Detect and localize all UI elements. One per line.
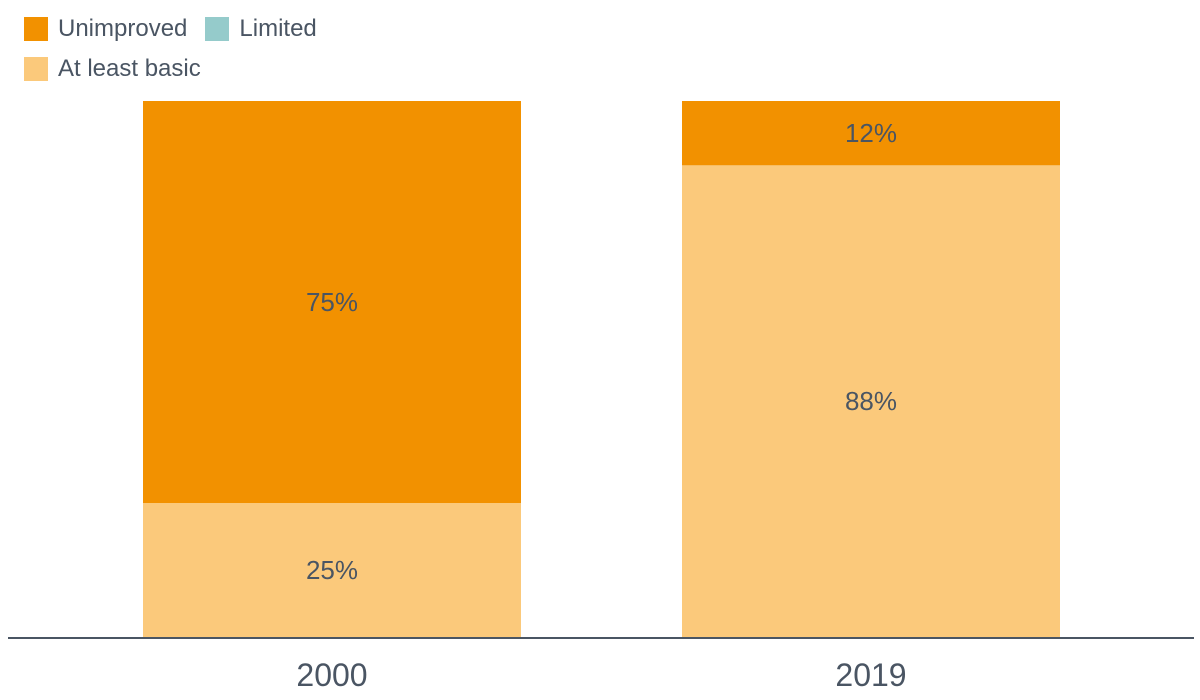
legend-row-2: At least basic <box>24 54 444 84</box>
legend-swatch-at-least-basic <box>24 57 48 81</box>
data-label-unimproved-2019: 12% <box>845 118 897 148</box>
legend-label-limited: Limited <box>239 15 317 42</box>
bar-at-least-basic-2000 <box>143 503 521 637</box>
legend-swatch-limited <box>205 17 230 41</box>
data-label-unimproved-2000: 75% <box>306 287 358 317</box>
x-tick-label-2000: 2000 <box>296 657 367 693</box>
legend-label-unimproved: Unimproved <box>58 15 188 42</box>
legend-item-at-least-basic: At least basic <box>24 55 201 83</box>
legend: Unimproved Limited At least basic <box>24 14 444 94</box>
legend-item-unimproved: Unimproved <box>24 15 187 43</box>
data-label-at-least-basic-2019: 88% <box>845 386 897 416</box>
x-tick-label-2019: 2019 <box>835 657 906 693</box>
bar-unimproved-2000 <box>143 101 521 503</box>
bar-at-least-basic-2019 <box>682 165 1060 637</box>
data-label-at-least-basic-2000: 25% <box>306 555 358 585</box>
bar-unimproved-2019 <box>682 101 1060 166</box>
legend-swatch-unimproved <box>24 17 48 41</box>
legend-label-at-least-basic: At least basic <box>58 55 201 82</box>
legend-row-1: Unimproved Limited <box>24 14 444 44</box>
legend-item-limited: Limited <box>205 15 317 43</box>
